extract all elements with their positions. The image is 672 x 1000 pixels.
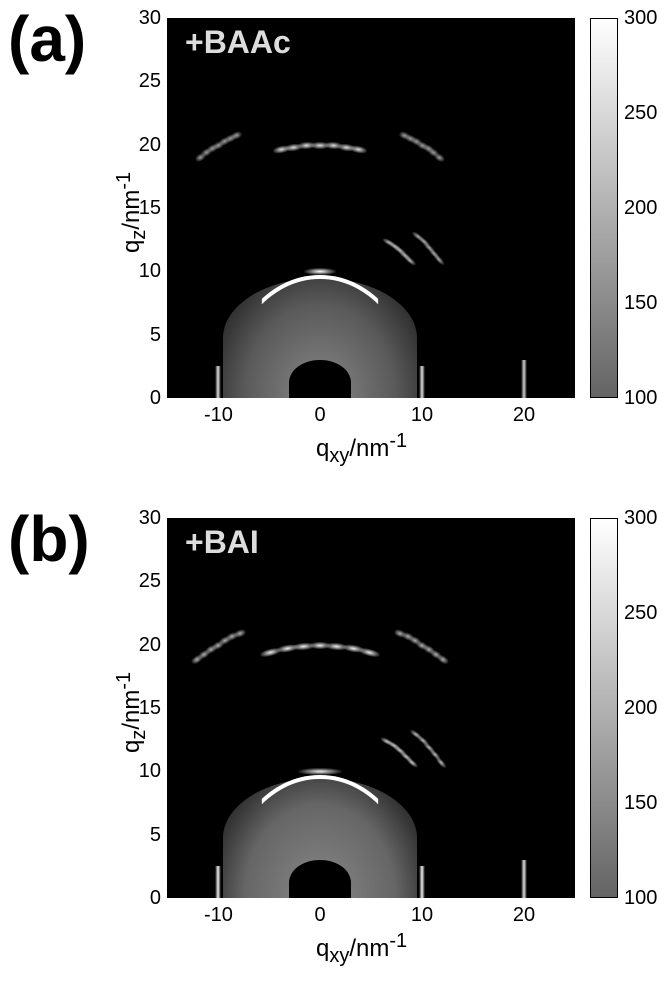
secondary-arc	[380, 736, 395, 747]
xtick: -10	[204, 404, 232, 427]
xtick: -10	[204, 904, 232, 927]
bragg-peak-r20	[398, 130, 410, 140]
ytick: 30	[127, 7, 161, 30]
ytick: 0	[127, 387, 161, 410]
bragg-peak-r20	[190, 654, 204, 666]
colorbar-tick: 200	[624, 197, 657, 220]
bragg-peak-r10	[304, 268, 336, 275]
bragg-peak-r20	[393, 628, 407, 639]
ytick: 10	[127, 760, 161, 783]
colorbar-tick: 300	[624, 7, 657, 30]
bragg-peak-r20	[521, 860, 527, 898]
xlabel: qxy/nm-1	[316, 430, 407, 468]
colorbar-tick: 250	[624, 602, 657, 625]
xlabel: qxy/nm-1	[316, 930, 407, 968]
ytick: 5	[127, 824, 161, 847]
colorbar-tick: 100	[624, 387, 657, 410]
ytick: 20	[127, 134, 161, 157]
colorbar-tick: 250	[624, 102, 657, 125]
secondary-arc	[411, 230, 425, 242]
sample-label-a: +BAAc	[185, 24, 291, 61]
ytick: 10	[127, 260, 161, 283]
xtick: 0	[306, 904, 334, 927]
panel-b: (b) +BAI -1001020051015202530qxy/nm-1qz/…	[0, 500, 672, 990]
bragg-peak-r10	[419, 366, 425, 398]
panel-letter-a: (a)	[8, 2, 86, 76]
bragg-peak-r10	[419, 866, 425, 898]
giwaxs-plot-a: +BAAc	[167, 18, 575, 398]
xtick: 0	[306, 404, 334, 427]
xtick: 20	[510, 404, 538, 427]
ytick: 30	[127, 507, 161, 530]
colorbar-tick: 200	[624, 697, 657, 720]
sample-label-b: +BAI	[185, 524, 259, 561]
ylabel: qz/nm-1	[113, 672, 151, 753]
beamstop	[289, 860, 350, 898]
bragg-peak-r20	[272, 145, 290, 155]
bragg-peak-r20	[260, 647, 282, 659]
colorbar-a	[590, 18, 618, 398]
beamstop	[289, 360, 350, 398]
ytick: 0	[127, 887, 161, 910]
xtick: 20	[510, 904, 538, 927]
secondary-arc	[382, 237, 397, 248]
panel-letter-b: (b)	[8, 502, 90, 576]
colorbar-b	[590, 518, 618, 898]
bragg-peak-r10	[298, 768, 343, 775]
ytick: 25	[127, 70, 161, 93]
ytick: 5	[127, 324, 161, 347]
ylabel: qz/nm-1	[113, 172, 151, 253]
bragg-peak-r10	[215, 866, 221, 898]
colorbar-tick: 150	[624, 792, 657, 815]
colorbar-tick: 100	[624, 887, 657, 910]
xtick: 10	[408, 904, 436, 927]
giwaxs-plot-b: +BAI	[167, 518, 575, 898]
bragg-peak-r10	[215, 366, 221, 398]
ytick: 25	[127, 570, 161, 593]
colorbar-tick: 300	[624, 507, 657, 530]
bragg-peak-r20	[521, 360, 527, 398]
colorbar-tick: 150	[624, 292, 657, 315]
xtick: 10	[408, 404, 436, 427]
panel-a: (a) +BAAc -1001020051015202530qxy/nm-1qz…	[0, 0, 672, 490]
ytick: 20	[127, 634, 161, 657]
